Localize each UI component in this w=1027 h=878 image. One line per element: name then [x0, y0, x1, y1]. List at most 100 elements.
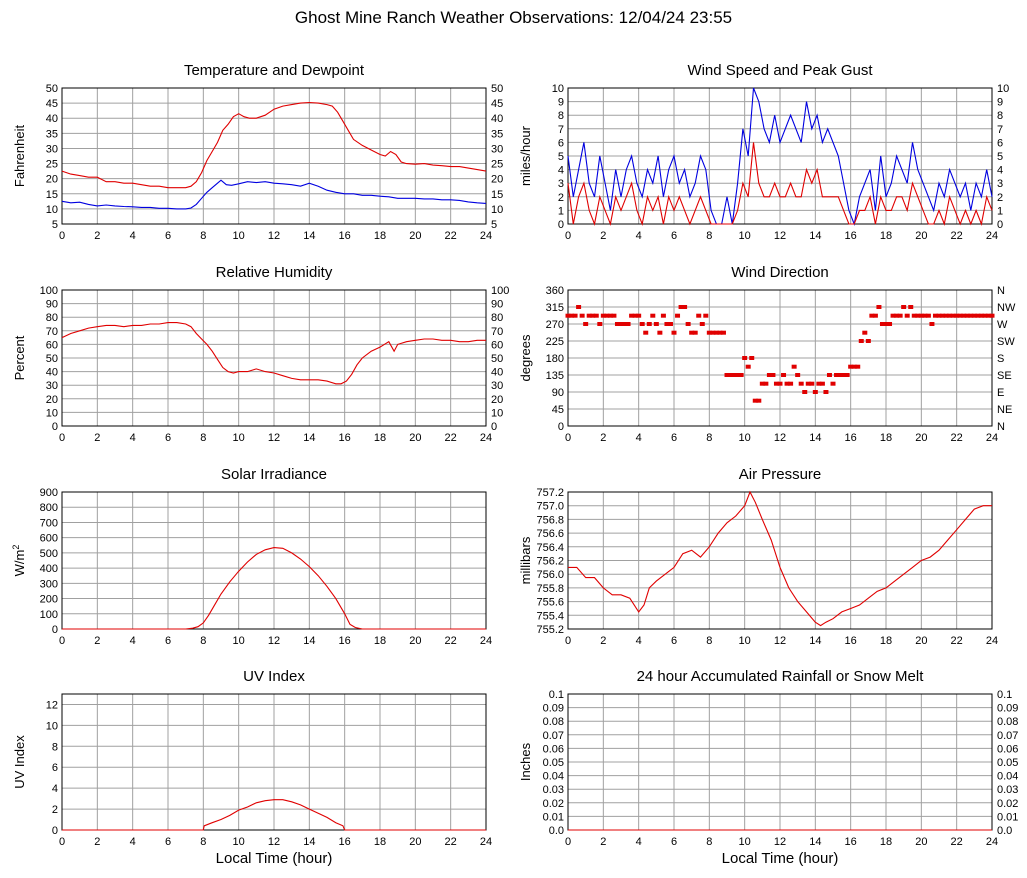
- y-tick-label: 10: [46, 720, 58, 732]
- right-tick-label: 40: [491, 113, 503, 125]
- x-tick-label: 4: [130, 432, 136, 444]
- right-tick-label: 1: [997, 205, 1003, 217]
- right-tick-label: 0.04: [997, 771, 1018, 783]
- x-tick-label: 16: [845, 635, 857, 647]
- y-tick-label: 0.0: [549, 825, 564, 837]
- right-tick-label: 5: [997, 151, 1003, 163]
- y-tick-label: 6: [52, 762, 58, 774]
- y-tick-label: 7: [558, 124, 564, 136]
- data-point: [759, 381, 765, 386]
- x-tick-label: 24: [986, 230, 998, 242]
- series-line-1: [567, 87, 993, 226]
- right-tick-label: 0.07: [997, 730, 1018, 742]
- data-point: [682, 305, 688, 309]
- y-tick-label: 9: [558, 97, 564, 109]
- y-tick-label: 200: [40, 594, 58, 606]
- y-tick-label: 20: [46, 174, 58, 186]
- data-point: [978, 313, 984, 318]
- data-point: [770, 373, 776, 377]
- chart-title: Wind Speed and Peak Gust: [687, 62, 873, 79]
- data-point: [901, 305, 907, 309]
- data-point: [586, 313, 592, 318]
- right-tick-label: 25: [491, 159, 503, 171]
- y-tick-label: 270: [546, 319, 564, 331]
- plot-frame: [567, 289, 993, 427]
- y-tick-label: 3: [558, 178, 564, 190]
- x-tick-label: 24: [480, 635, 492, 647]
- data-point: [918, 313, 924, 318]
- data-point: [590, 313, 596, 318]
- data-point: [607, 313, 613, 318]
- y-tick-label: 700: [40, 517, 58, 529]
- data-point: [848, 364, 854, 369]
- x-tick-label: 12: [774, 836, 786, 848]
- data-point: [646, 322, 652, 326]
- data-point: [932, 313, 938, 318]
- x-tick-label: 6: [671, 836, 677, 848]
- y-tick-label: 0: [558, 219, 564, 231]
- y-tick-label: 600: [40, 533, 58, 545]
- x-tick-label: 20: [915, 230, 927, 242]
- right-tick-label: 0.01: [997, 811, 1018, 823]
- y-tick-label: 0: [52, 624, 58, 636]
- x-tick-label: 18: [374, 230, 386, 242]
- data-point: [947, 313, 953, 318]
- data-point: [604, 313, 610, 318]
- y-tick-label: 35: [46, 128, 58, 140]
- data-point: [862, 330, 868, 335]
- data-point: [756, 398, 762, 403]
- series-line-2: [567, 142, 993, 226]
- x-tick-label: 0: [565, 230, 571, 242]
- data-point: [728, 373, 734, 377]
- data-point: [936, 313, 942, 318]
- x-tick-label: 10: [739, 432, 751, 444]
- right-tick-label: 90: [491, 299, 503, 311]
- x-tick-label: 2: [600, 635, 606, 647]
- x-tick-label: 18: [374, 635, 386, 647]
- y-tick-label: 2: [52, 804, 58, 816]
- data-point: [717, 330, 723, 335]
- right-tick-label: 0.02: [997, 798, 1018, 810]
- data-point: [720, 330, 726, 335]
- y-tick-label: 0.09: [543, 703, 564, 715]
- data-point: [805, 381, 811, 386]
- y-tick-label: 2: [558, 192, 564, 204]
- data-point: [904, 313, 910, 318]
- x-tick-label: 24: [986, 432, 998, 444]
- y-tick-label: 315: [546, 302, 564, 314]
- x-tick-label: 8: [706, 635, 712, 647]
- data-point: [802, 390, 808, 394]
- plot-frame: [61, 491, 487, 630]
- y-tick-label: 757.0: [536, 501, 564, 513]
- y-tick-label: 0: [52, 421, 58, 433]
- data-point: [703, 313, 709, 318]
- data-point: [858, 339, 864, 343]
- y-axis-label-sup: 2: [11, 545, 21, 550]
- data-point: [798, 381, 804, 386]
- x-tick-label: 8: [200, 230, 206, 242]
- y-tick-label: 0.02: [543, 798, 564, 810]
- y-tick-label: 755.4: [536, 610, 564, 622]
- y-tick-label: 0.05: [543, 757, 564, 769]
- right-tick-label: 9: [997, 97, 1003, 109]
- y-axis-label: UV Index: [12, 735, 27, 789]
- data-point: [636, 313, 642, 318]
- right-tick-label: 50: [491, 83, 503, 95]
- data-point: [710, 330, 716, 335]
- data-point: [950, 313, 956, 318]
- data-point: [784, 381, 790, 386]
- y-tick-label: 0: [52, 825, 58, 837]
- x-tick-label: 22: [445, 230, 457, 242]
- right-tick-label: 80: [491, 312, 503, 324]
- data-point: [830, 381, 836, 386]
- y-axis-label: Inches: [518, 742, 533, 781]
- x-tick-label: 4: [636, 432, 642, 444]
- y-tick-label: 756.6: [536, 528, 564, 540]
- x-tick-label: 20: [409, 432, 421, 444]
- x-tick-label: 6: [165, 230, 171, 242]
- x-tick-label: 22: [445, 836, 457, 848]
- data-point: [696, 313, 702, 318]
- y-tick-label: 756.4: [536, 542, 564, 554]
